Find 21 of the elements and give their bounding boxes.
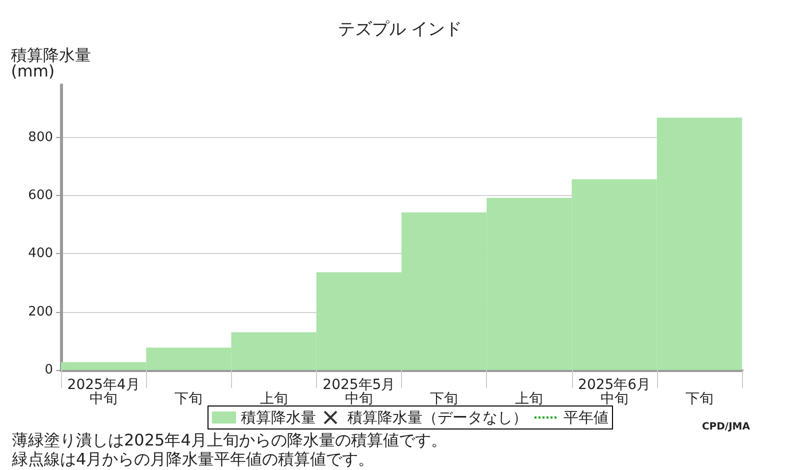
text: CPD/JMA: [702, 422, 750, 432]
x-tick-label: 2025年6月中旬: [578, 377, 651, 407]
y-axis-title: 積算降水量(mm): [11, 46, 91, 80]
x-tick-label: 上旬: [515, 391, 544, 407]
legend-label: 積算降水量（データなし）: [348, 408, 528, 426]
x-tick-label: 下旬: [430, 391, 458, 407]
x-tick-label: 2025年4月中旬: [67, 377, 140, 407]
x-tick-label: 2025年5月中旬: [322, 377, 396, 407]
y-tick-label: 0: [44, 362, 53, 378]
y-tick-label: 200: [28, 304, 53, 320]
text: 緑点線は4月からの月降水量平年値の積算値です。: [11, 450, 374, 468]
legend-label: 平年値: [564, 408, 608, 426]
y-tick-label: 800: [28, 130, 53, 145]
text: 薄緑塗り潰しは2025年4月上旬からの降水量の積算値です。: [12, 430, 447, 450]
x-tick-label: 上旬: [260, 391, 288, 407]
y-tick-label: 600: [28, 188, 53, 204]
x-tick-label: 下旬: [174, 391, 203, 407]
y-tick-label: 400: [28, 246, 53, 262]
x-tick-label: 下旬: [685, 391, 714, 407]
chart-title: テズプル インド: [338, 20, 462, 40]
legend-label: 積算降水量: [241, 408, 316, 426]
